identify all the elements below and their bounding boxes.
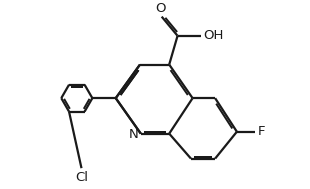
Text: N: N [129,128,139,141]
Text: O: O [155,2,166,15]
Text: Cl: Cl [75,171,88,184]
Text: F: F [258,125,265,138]
Text: OH: OH [203,29,224,42]
